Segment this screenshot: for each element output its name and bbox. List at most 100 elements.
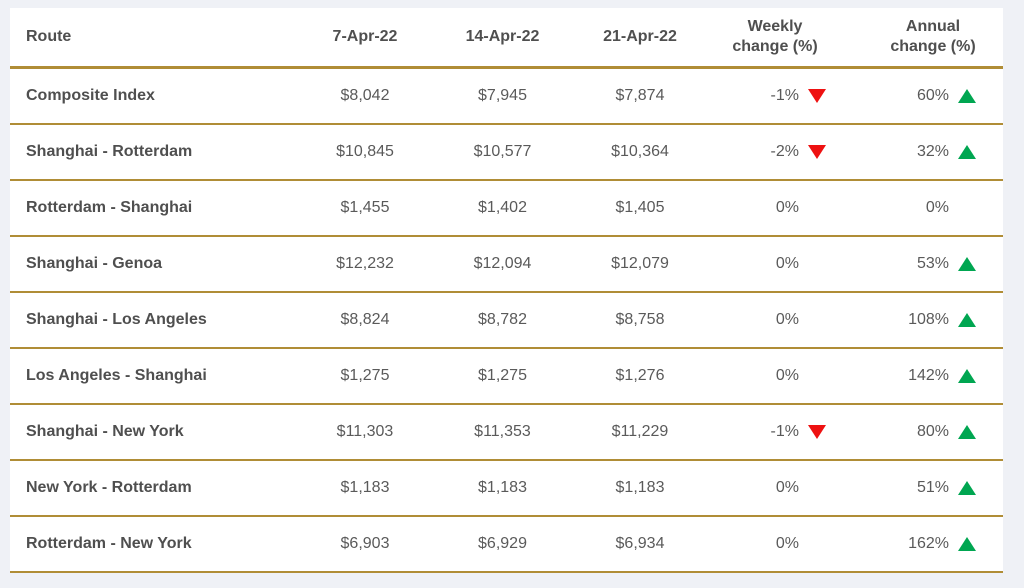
- weekly-trend-slot: [799, 534, 835, 554]
- up-triangle-icon: [958, 369, 976, 383]
- annual-change-value: 60%: [916, 87, 949, 104]
- up-triangle-icon: [958, 425, 976, 439]
- weekly-change-cell: -2%: [705, 142, 845, 162]
- annual-trend-slot: [949, 198, 985, 218]
- annual-trend-slot: [949, 366, 985, 386]
- annual-change-cell: 162%: [845, 534, 1003, 554]
- annual-change-value: 53%: [916, 255, 949, 272]
- weekly-change-cell: 0%: [705, 366, 845, 386]
- weekly-change-cell: -1%: [705, 86, 845, 106]
- price-7-apr: $1,455: [340, 199, 390, 216]
- price-7-apr: $6,903: [340, 535, 390, 552]
- price-21-apr: $12,079: [611, 255, 669, 272]
- price-21-apr: $8,758: [615, 311, 665, 328]
- price-21-apr: $11,229: [611, 423, 669, 440]
- weekly-change-cell: 0%: [705, 534, 845, 554]
- price-14-apr: $12,094: [473, 255, 532, 272]
- column-header-weekly-change: Weekly change (%): [705, 17, 845, 57]
- price-7-apr: $1,275: [340, 367, 390, 384]
- weekly-change-value: -2%: [770, 143, 799, 160]
- weekly-change-cell: 0%: [705, 254, 845, 274]
- column-header-date-2: 14-Apr-22: [465, 28, 540, 45]
- annual-change-cell: 108%: [845, 310, 1003, 330]
- price-14-apr: $1,402: [478, 199, 527, 216]
- annual-trend-slot: [949, 86, 985, 106]
- weekly-change-value: 0%: [775, 535, 799, 552]
- route-name: Rotterdam - New York: [26, 535, 192, 552]
- weekly-trend-slot: [799, 366, 835, 386]
- price-7-apr: $8,824: [340, 311, 390, 328]
- table-body: Composite Index $8,042 $7,945 $7,874 -1%…: [10, 69, 1003, 573]
- annual-trend-slot: [949, 254, 985, 274]
- route-name: Shanghai - Rotterdam: [26, 143, 193, 160]
- annual-change-cell: 53%: [845, 254, 1003, 274]
- route-name: Rotterdam - Shanghai: [26, 199, 193, 216]
- price-7-apr: $1,183: [340, 479, 390, 496]
- table-row: Shanghai - Genoa $12,232 $12,094 $12,079…: [10, 237, 1003, 293]
- weekly-trend-slot: [799, 254, 835, 274]
- weekly-change-cell: 0%: [705, 310, 845, 330]
- weekly-change-value: 0%: [775, 199, 799, 216]
- table-row: Shanghai - Los Angeles $8,824 $8,782 $8,…: [10, 293, 1003, 349]
- route-name: Shanghai - New York: [26, 423, 184, 440]
- price-14-apr: $1,275: [478, 367, 527, 384]
- price-14-apr: $1,183: [478, 479, 527, 496]
- route-name: New York - Rotterdam: [26, 479, 192, 496]
- price-21-apr: $1,276: [615, 367, 665, 384]
- table-header-row: Route 7-Apr-22 14-Apr-22 21-Apr-22 Weekl…: [10, 8, 1003, 69]
- annual-change-value: 51%: [916, 479, 949, 496]
- table-row: Rotterdam - New York $6,903 $6,929 $6,93…: [10, 517, 1003, 573]
- route-name: Shanghai - Los Angeles: [26, 311, 207, 328]
- up-triangle-icon: [958, 257, 976, 271]
- table-row: Shanghai - Rotterdam $10,845 $10,577 $10…: [10, 125, 1003, 181]
- annual-change-value: 142%: [908, 367, 949, 384]
- price-14-apr: $8,782: [478, 311, 527, 328]
- weekly-trend-slot: [799, 142, 835, 162]
- annual-change-cell: 80%: [845, 422, 1003, 442]
- weekly-trend-slot: [799, 86, 835, 106]
- column-header-date-1: 7-Apr-22: [332, 28, 398, 45]
- weekly-trend-slot: [799, 198, 835, 218]
- weekly-change-value: 0%: [775, 479, 799, 496]
- price-7-apr: $10,845: [336, 143, 394, 160]
- price-7-apr: $12,232: [336, 255, 394, 272]
- annual-change-cell: 32%: [845, 142, 1003, 162]
- annual-trend-slot: [949, 478, 985, 498]
- price-21-apr: $1,183: [615, 479, 665, 496]
- price-21-apr: $1,405: [615, 199, 665, 216]
- price-21-apr: $6,934: [615, 535, 665, 552]
- column-header-date-3: 21-Apr-22: [603, 28, 677, 45]
- freight-rates-table: Route 7-Apr-22 14-Apr-22 21-Apr-22 Weekl…: [10, 8, 1003, 573]
- weekly-change-value: 0%: [775, 311, 799, 328]
- column-header-weekly-change-label: Weekly change (%): [732, 18, 818, 55]
- annual-change-value: 0%: [925, 199, 949, 216]
- table-row: Rotterdam - Shanghai $1,455 $1,402 $1,40…: [10, 181, 1003, 237]
- price-14-apr: $10,577: [473, 143, 532, 160]
- table-row: New York - Rotterdam $1,183 $1,183 $1,18…: [10, 461, 1003, 517]
- price-7-apr: $8,042: [340, 87, 390, 104]
- price-14-apr: $6,929: [478, 535, 527, 552]
- weekly-change-cell: 0%: [705, 198, 845, 218]
- weekly-trend-slot: [799, 422, 835, 442]
- annual-trend-slot: [949, 310, 985, 330]
- up-triangle-icon: [958, 537, 976, 551]
- weekly-trend-slot: [799, 478, 835, 498]
- annual-change-cell: 142%: [845, 366, 1003, 386]
- weekly-change-value: 0%: [775, 367, 799, 384]
- column-header-annual-change-label: Annual change (%): [890, 18, 976, 55]
- annual-trend-slot: [949, 534, 985, 554]
- price-7-apr: $11,303: [336, 423, 394, 440]
- up-triangle-icon: [958, 481, 976, 495]
- weekly-change-cell: 0%: [705, 478, 845, 498]
- up-triangle-icon: [958, 313, 976, 327]
- down-triangle-icon: [808, 425, 826, 439]
- route-name: Composite Index: [26, 87, 155, 104]
- annual-change-value: 32%: [916, 143, 949, 160]
- down-triangle-icon: [808, 145, 826, 159]
- annual-trend-slot: [949, 142, 985, 162]
- column-header-route: Route: [26, 28, 72, 45]
- weekly-change-cell: -1%: [705, 422, 845, 442]
- route-name: Shanghai - Genoa: [26, 255, 163, 272]
- annual-trend-slot: [949, 422, 985, 442]
